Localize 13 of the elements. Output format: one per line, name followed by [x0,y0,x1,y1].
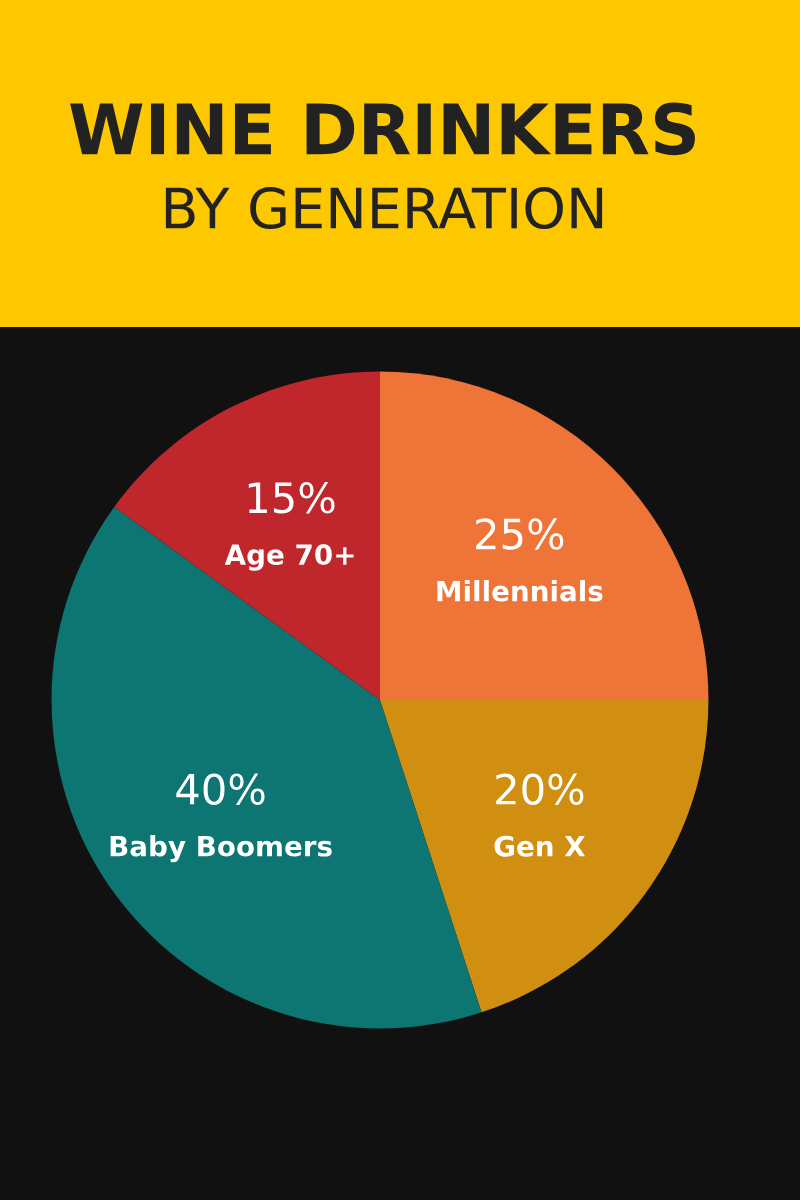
data-label: 25% [476,518,564,550]
pie-slice [114,371,380,700]
slice-label: Age 70+ [224,544,354,571]
slice-label: Millennials [437,580,603,602]
data-label: 15% [248,482,335,514]
pie-slice [380,700,709,1013]
chart-subtitle: BY GENERATION [165,187,603,230]
slice-label: Gen X [494,835,586,857]
data-label: 20% [496,773,584,805]
chart-title: WINE DRINKERS [70,102,695,156]
data-label: 40% [176,773,265,805]
slice-label: Baby Boomers [110,835,332,863]
pie-slice [380,371,709,700]
